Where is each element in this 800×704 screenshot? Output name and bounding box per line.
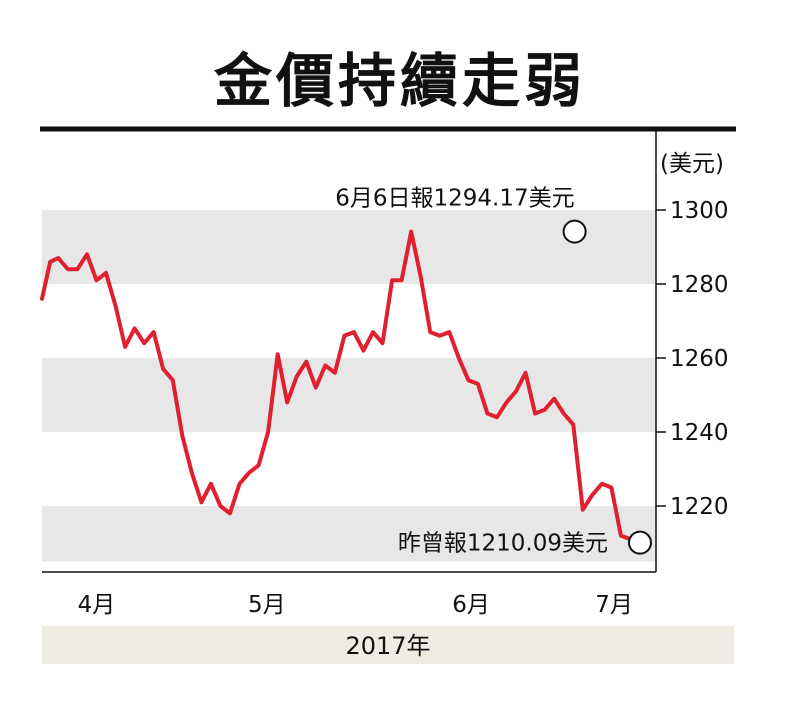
annotation-marker	[562, 219, 587, 244]
grid-band-3	[42, 506, 656, 562]
y-tick-label: 1240	[670, 420, 729, 446]
annotation-label: 昨曾報1210.09美元	[398, 531, 608, 557]
y-tick-label: 1280	[670, 272, 729, 298]
x-tick-label: 7月	[595, 592, 633, 618]
grid-bands	[42, 210, 656, 562]
grid-band-1	[42, 210, 656, 284]
price-line	[40, 229, 642, 545]
y-tick-label: 1300	[670, 198, 729, 224]
y-tick-label: 1220	[670, 494, 729, 520]
year-band	[42, 626, 734, 664]
annotation-marker	[628, 530, 652, 555]
chart-title: 金價持續走弱	[213, 47, 586, 115]
y-axis: 1220 1240 1260 1280 1300	[656, 198, 729, 520]
y-axis-unit: (美元)	[660, 151, 724, 177]
x-axis: 4月 5月 6月 7月	[78, 592, 633, 618]
x-tick-label: 5月	[248, 592, 286, 618]
x-axis-year-label: 2017年	[345, 632, 430, 660]
x-tick-label: 4月	[78, 592, 116, 618]
y-tick-label: 1260	[670, 346, 729, 372]
grid-band-2	[42, 358, 656, 432]
annotation-label: 6月6日報1294.17美元	[335, 186, 574, 212]
x-tick-label: 6月	[452, 592, 490, 618]
